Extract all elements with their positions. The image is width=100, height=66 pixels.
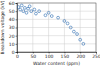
chart: 0 50 100 150 200 250 0 10 20 30 40 50 60 Water conten… <box>0 0 100 66</box>
y-tick-label: 60 <box>9 1 15 6</box>
y-axis-title: Breakdown voltage (kV) <box>0 0 5 54</box>
point <box>79 38 82 41</box>
point <box>50 15 53 18</box>
y-axis: 0 10 20 30 40 50 60 <box>9 1 18 55</box>
y-tick-mark <box>16 28 18 29</box>
point <box>69 26 72 29</box>
x-tick: 50 <box>30 52 36 59</box>
grid-line <box>17 35 96 36</box>
y-tick-label: 10 <box>9 42 15 47</box>
y-tick: 60 <box>9 1 17 6</box>
point <box>63 20 66 23</box>
x-tick-label: 0 <box>16 54 19 59</box>
y-tick: 20 <box>9 34 17 39</box>
point <box>66 22 69 25</box>
point <box>24 7 27 10</box>
y-tick-label: 40 <box>9 17 15 22</box>
x-tick-label: 150 <box>61 54 70 59</box>
y-tick-mark <box>16 52 18 53</box>
x-tick: 250 <box>92 52 100 59</box>
grid <box>17 3 96 52</box>
point <box>35 12 38 15</box>
y-tick-mark <box>16 3 18 4</box>
x-tick: 150 <box>61 52 70 59</box>
point <box>20 4 23 7</box>
point <box>76 33 79 36</box>
point <box>72 30 75 33</box>
grid-line <box>17 27 96 28</box>
grid-line <box>17 43 96 44</box>
grid-line <box>17 11 96 12</box>
y-tick-mark <box>16 19 18 20</box>
y-tick-mark <box>16 36 18 37</box>
points <box>17 4 85 45</box>
y-tick: 50 <box>9 9 17 14</box>
x-tick: 100 <box>45 52 54 59</box>
x-tick-label: 250 <box>92 54 100 59</box>
point <box>47 11 50 14</box>
x-tick: 200 <box>76 52 85 59</box>
x-tick-label: 50 <box>30 54 36 59</box>
y-tick: 0 <box>12 50 17 55</box>
y-tick-label: 30 <box>9 25 15 30</box>
point <box>44 14 47 17</box>
y-tick-label: 50 <box>9 9 15 14</box>
point <box>19 8 22 11</box>
y-axis-line <box>16 4 18 53</box>
y-tick-label: 0 <box>12 50 15 55</box>
x-axis-title: Water content (ppm) <box>33 61 80 66</box>
x-tick-label: 100 <box>45 54 54 59</box>
point <box>33 8 36 11</box>
plot-frame <box>17 3 96 52</box>
point <box>22 10 25 13</box>
plot: 0 50 100 150 200 250 0 10 20 30 40 50 60 <box>9 1 100 59</box>
point <box>28 5 31 8</box>
grid-line <box>17 19 96 20</box>
point <box>82 42 85 45</box>
point <box>38 10 41 13</box>
y-tick: 30 <box>9 25 17 30</box>
point <box>57 16 60 19</box>
y-tick-mark <box>16 44 18 45</box>
x-tick: 0 <box>16 52 19 59</box>
y-tick-label: 20 <box>9 34 15 39</box>
y-tick: 40 <box>9 17 17 22</box>
x-tick-label: 200 <box>76 54 85 59</box>
point <box>25 11 28 14</box>
y-tick: 10 <box>9 42 17 47</box>
y-tick-mark <box>16 11 18 12</box>
point <box>30 10 33 13</box>
x-axis: 0 50 100 150 200 250 <box>16 52 100 59</box>
